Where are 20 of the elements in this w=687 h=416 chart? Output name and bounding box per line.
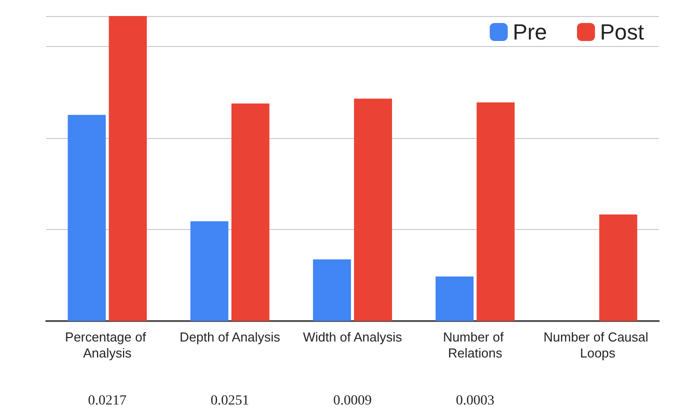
legend-label: Pre	[512, 20, 547, 44]
x-tick-label: Depth of Analysis	[180, 330, 281, 344]
x-tick-label: Number of Causal Loops	[544, 330, 652, 360]
bar	[312, 259, 351, 321]
bar	[231, 104, 270, 321]
bar	[108, 16, 147, 321]
bar	[354, 98, 392, 321]
x-tick-label: Width of Analysis	[303, 330, 402, 344]
bar	[599, 214, 638, 321]
text: 0.0003	[456, 394, 494, 408]
bar	[476, 102, 515, 321]
text: 0.0217	[88, 394, 127, 408]
legend-label: Post	[600, 20, 644, 44]
bar	[68, 114, 106, 321]
text: 0.0009	[333, 394, 372, 408]
x-tick-label: Percentage of Analysis	[65, 330, 150, 360]
bar	[190, 221, 228, 321]
bar	[436, 276, 474, 321]
text: 0.0251	[210, 394, 250, 408]
x-tick-label: Number of Relations	[442, 330, 508, 360]
